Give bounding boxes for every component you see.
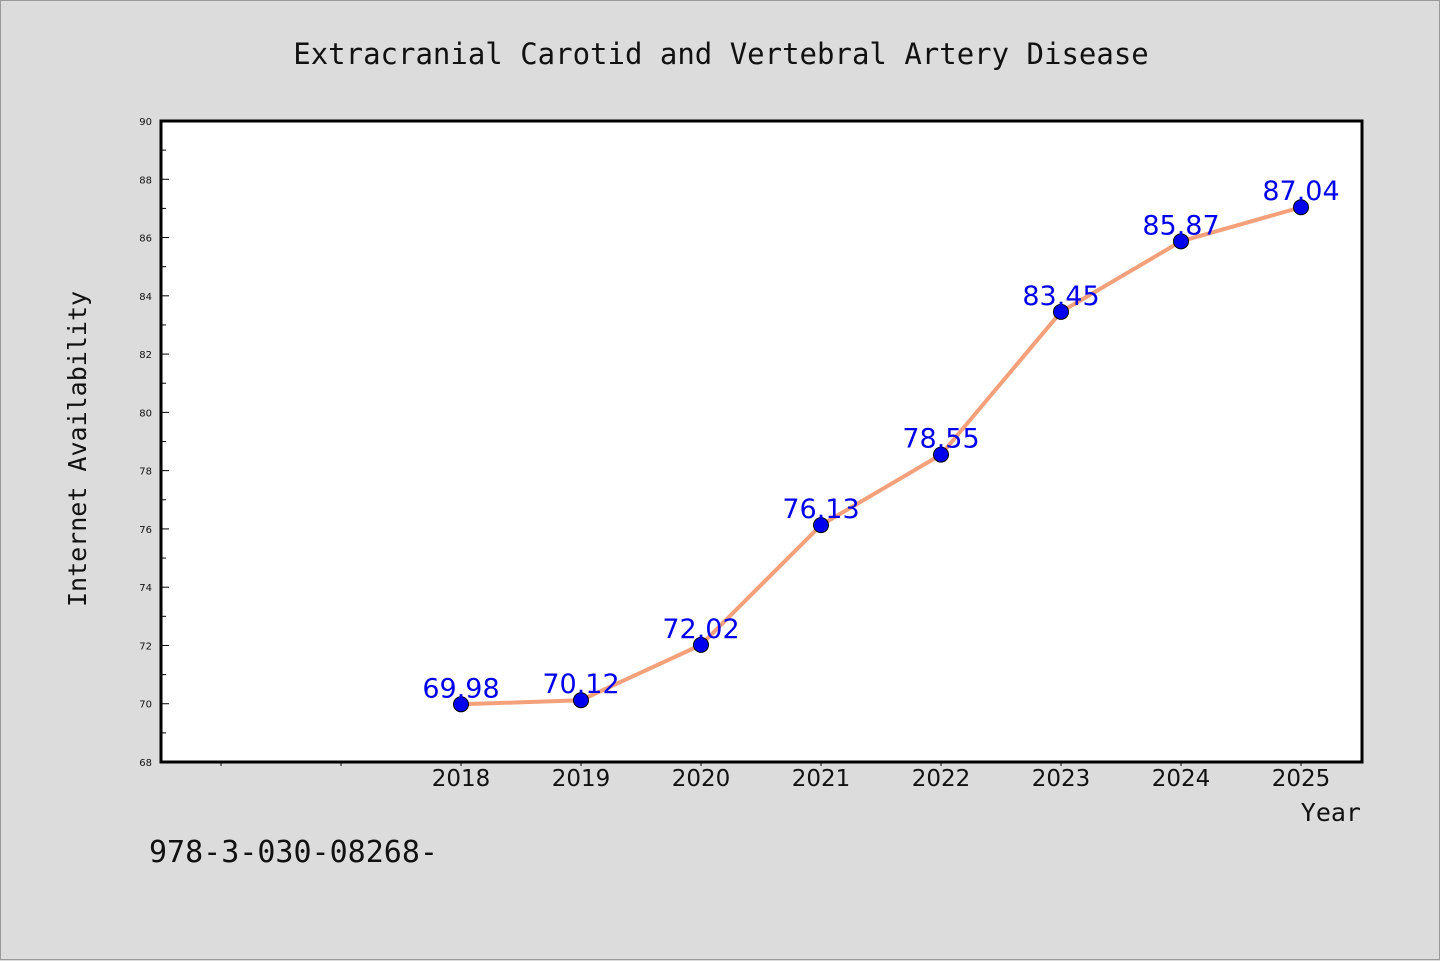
data-point [1293, 199, 1309, 216]
data-point [453, 696, 469, 713]
y-axis-label: Internet Availability [63, 291, 92, 607]
y-tick-label: 82 [139, 350, 152, 361]
x-tick-label: 2023 [1032, 766, 1091, 792]
data-label: 85.87 [1142, 210, 1219, 241]
data-label: 83.45 [1022, 281, 1099, 312]
data-point [933, 446, 949, 463]
data-label: 72.02 [662, 614, 739, 645]
y-tick-label: 84 [139, 292, 152, 303]
y-tick-label: 88 [139, 175, 152, 186]
y-tick-label: 78 [139, 467, 152, 478]
data-label: 87.04 [1262, 176, 1339, 207]
y-tick-label: 90 [139, 117, 152, 128]
x-tick-label: 2025 [1272, 766, 1331, 792]
y-tick-label: 72 [139, 641, 152, 652]
data-point [1173, 233, 1189, 250]
data-point [573, 692, 589, 709]
x-tick-label: 2019 [552, 766, 611, 792]
series-line [459, 205, 1303, 707]
x-tick-label: 2021 [792, 766, 851, 792]
data-point [813, 517, 829, 534]
data-label: 78.55 [902, 424, 979, 455]
x-tick-label: 2022 [912, 766, 971, 792]
data-point [1053, 303, 1069, 320]
y-tick-label: 70 [139, 700, 152, 711]
y-tick-label: 68 [139, 758, 152, 769]
y-tick-label: 76 [139, 525, 152, 536]
y-axis: 68 70 72 74 76 78 80 82 84 86 88 90 [139, 117, 169, 769]
plot-border [159, 119, 1364, 764]
data-point [693, 636, 709, 653]
x-tick-label: 2018 [432, 766, 491, 792]
x-axis: 2018 2019 2020 2021 2022 2023 2024 2025 [220, 762, 1331, 792]
data-label: 76.13 [782, 494, 859, 525]
x-axis-label: Year [1301, 798, 1361, 827]
data-label: 69.98 [422, 673, 499, 704]
y-tick-label: 80 [139, 408, 152, 419]
footnote-text: 978-3-030-08268- [149, 835, 438, 870]
chart-title: Extracranial Carotid and Vertebral Arter… [293, 37, 1149, 71]
plot-area [161, 121, 1362, 762]
y-tick-label: 86 [139, 234, 152, 245]
data-label: 70.12 [542, 669, 619, 700]
data-labels: 69.98 70.12 72.02 76.13 78.55 83.45 85.87 87.04 [422, 176, 1339, 704]
x-tick-label: 2024 [1152, 766, 1211, 792]
x-tick-label: 2020 [672, 766, 731, 792]
series-markers [453, 199, 1309, 713]
y-tick-label: 74 [139, 583, 152, 594]
